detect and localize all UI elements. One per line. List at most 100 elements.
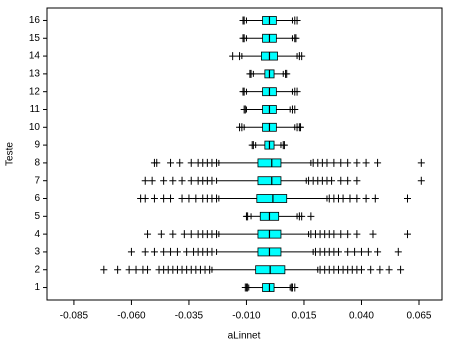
y-tick-label: 10 [29, 122, 41, 133]
box [257, 176, 282, 186]
outlier [125, 265, 133, 274]
outlier [183, 247, 191, 256]
outlier [169, 176, 177, 185]
outlier [323, 158, 331, 167]
outlier [240, 16, 248, 25]
outlier [376, 265, 384, 274]
outlier [167, 194, 175, 203]
y-tick-label: 12 [29, 86, 41, 97]
box [256, 194, 288, 203]
outlier [351, 247, 359, 256]
outlier [371, 194, 379, 203]
box [257, 158, 282, 168]
outlier [357, 265, 365, 274]
outlier [244, 212, 252, 221]
y-tick-label: 2 [34, 264, 40, 275]
outlier [213, 194, 221, 203]
outlier [330, 158, 338, 167]
outlier [241, 105, 249, 114]
outlier [247, 69, 255, 78]
y-tick-label: 15 [29, 33, 41, 44]
box [262, 283, 275, 292]
outlier [160, 194, 168, 203]
outlier [394, 247, 402, 256]
outlier [362, 194, 370, 203]
y-tick-label: 5 [34, 211, 40, 222]
outlier [236, 52, 244, 61]
outlier [344, 176, 352, 185]
outlier [307, 212, 315, 221]
outlier [403, 230, 411, 239]
y-tick-label: 4 [34, 229, 40, 240]
outlier [160, 247, 168, 256]
outlier [229, 52, 237, 61]
outlier [148, 176, 156, 185]
x-tick-label: -0.085 [60, 311, 89, 322]
outlier [160, 176, 168, 185]
outlier [150, 247, 158, 256]
y-tick-label: 7 [34, 175, 40, 186]
x-tick-label: -0.035 [175, 311, 204, 322]
outlier [369, 230, 377, 239]
outlier [100, 265, 108, 274]
outlier [362, 158, 370, 167]
outlier [298, 52, 306, 61]
y-tick-label: 11 [30, 104, 41, 115]
y-tick-label: 16 [29, 15, 41, 26]
outlier [283, 69, 291, 78]
outlier [157, 230, 165, 239]
x-tick-label: 0.065 [406, 311, 431, 322]
outlier [353, 194, 361, 203]
outlier [280, 141, 288, 150]
outlier [291, 105, 299, 114]
x-tick-label: -0.060 [117, 311, 146, 322]
outlier [353, 176, 361, 185]
outlier [173, 247, 181, 256]
outlier [176, 158, 184, 167]
y-tick-label: 6 [34, 193, 40, 204]
y-axis-label: Teste [5, 142, 16, 166]
outlier [353, 158, 361, 167]
outlier [150, 194, 158, 203]
outlier [144, 230, 152, 239]
outlier [397, 265, 405, 274]
outlier [167, 247, 175, 256]
outlier [169, 230, 177, 239]
outlier [353, 230, 361, 239]
outlier [293, 87, 301, 96]
outlier [178, 194, 186, 203]
outlier [293, 16, 301, 25]
outlier [114, 265, 122, 274]
outlier [153, 158, 161, 167]
x-axis-label: aLinnet [228, 331, 261, 342]
outlier [357, 247, 365, 256]
outlier [187, 158, 195, 167]
outlier [328, 176, 336, 185]
outlier [141, 194, 149, 203]
x-tick-label: 0.040 [349, 311, 374, 322]
y-tick-label: 9 [34, 140, 40, 151]
x-tick-label: 0.015 [291, 311, 316, 322]
outlier [240, 34, 248, 43]
y-tick-label: 8 [34, 158, 40, 169]
outlier [330, 230, 338, 239]
outlier [238, 123, 246, 132]
y-tick-label: 14 [29, 51, 41, 62]
outlier [208, 247, 216, 256]
outlier [132, 265, 140, 274]
outlier [208, 176, 216, 185]
outlier [346, 194, 354, 203]
outlier [344, 247, 352, 256]
outlier [374, 247, 382, 256]
outlier [127, 247, 135, 256]
outlier [178, 176, 186, 185]
outlier [292, 34, 300, 43]
outlier [334, 247, 342, 256]
outlier [417, 158, 425, 167]
outlier [167, 158, 175, 167]
outlier [344, 230, 352, 239]
outlier [297, 123, 305, 132]
outlier [344, 158, 352, 167]
outlier [187, 230, 195, 239]
